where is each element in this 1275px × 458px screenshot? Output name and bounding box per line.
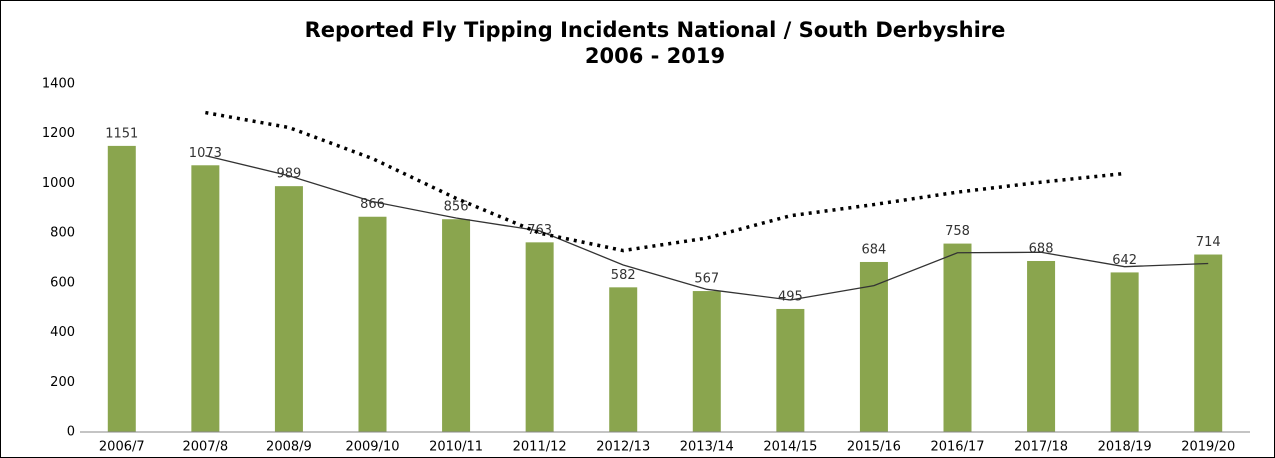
data-label: 1151 xyxy=(105,126,138,141)
bar xyxy=(943,243,972,432)
y-tick-label: 600 xyxy=(50,275,75,290)
bar xyxy=(1027,260,1056,432)
y-tick-label: 1400 xyxy=(42,77,75,92)
x-tick-label: 2006/7 xyxy=(99,440,145,455)
data-label: 714 xyxy=(1196,235,1221,250)
x-tick-label: 2018/19 xyxy=(1098,440,1152,455)
x-tick-label: 2013/14 xyxy=(680,440,734,455)
bar xyxy=(191,165,220,433)
x-tick-label: 2014/15 xyxy=(763,440,817,455)
x-tick-label: 2010/11 xyxy=(429,440,483,455)
data-label: 567 xyxy=(694,272,719,287)
bar xyxy=(525,242,554,432)
data-label: 495 xyxy=(778,289,803,304)
x-tick-label: 2007/8 xyxy=(182,440,228,455)
x-tick-label: 2009/10 xyxy=(345,440,399,455)
data-label: 582 xyxy=(611,268,636,283)
data-label: 642 xyxy=(1112,253,1137,268)
x-tick-label: 2008/9 xyxy=(266,440,312,455)
bar xyxy=(776,308,805,432)
line xyxy=(205,154,1209,301)
bar xyxy=(274,186,303,432)
x-tick-label: 2015/16 xyxy=(847,440,901,455)
data-label: 684 xyxy=(862,242,887,257)
bar xyxy=(1110,272,1139,432)
x-tick-label: 2017/18 xyxy=(1014,440,1068,455)
bar xyxy=(107,145,136,432)
chart-subtitle: 2006 - 2019 xyxy=(585,44,725,68)
y-tick-label: 1000 xyxy=(42,176,75,191)
y-tick-label: 400 xyxy=(50,325,75,340)
chart-title: Reported Fly Tipping Incidents National … xyxy=(305,18,1006,42)
x-tick-label: 2019/20 xyxy=(1181,440,1235,455)
bar xyxy=(442,219,471,432)
x-tick-label: 2012/13 xyxy=(596,440,650,455)
bar xyxy=(859,261,888,432)
x-tick-label: 2016/17 xyxy=(930,440,984,455)
data-label: 856 xyxy=(444,200,469,215)
bar xyxy=(358,216,387,432)
bar xyxy=(1194,254,1223,432)
data-label: 758 xyxy=(945,224,970,239)
bar xyxy=(609,287,638,432)
y-tick-label: 200 xyxy=(50,375,75,390)
data-label: 866 xyxy=(360,197,385,212)
y-tick-label: 800 xyxy=(50,226,75,241)
x-tick-label: 2011/12 xyxy=(513,440,567,455)
bar xyxy=(692,291,721,432)
y-tick-label: 0 xyxy=(67,425,75,440)
y-tick-label: 1200 xyxy=(42,126,75,141)
